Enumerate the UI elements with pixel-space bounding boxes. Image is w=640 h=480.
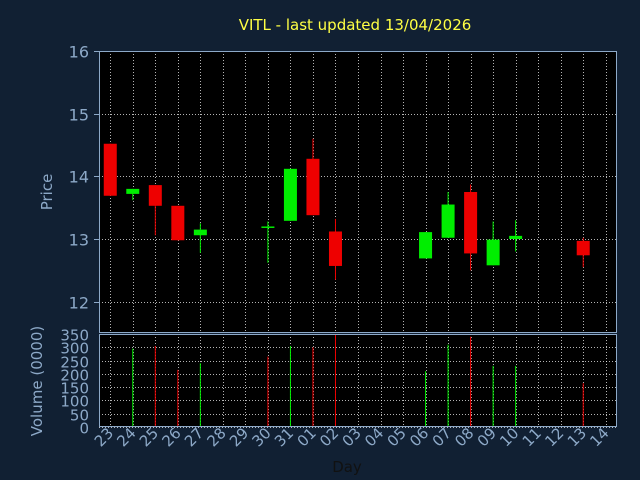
volume-panel: 0501001502002503003502324252627282930310… [60,327,617,450]
volume-axis-label: Volume (0000) [28,326,46,436]
volume-tick-label: 200 [60,367,89,385]
volume-plot-border [99,334,617,427]
candle-body [328,231,342,266]
volume-tick-label: 250 [60,354,89,372]
volume-tick-label: 350 [60,327,89,345]
price-panel: 12 13 14 15 16 [69,43,617,333]
candle-body [126,188,140,194]
volume-tick-label: 150 [60,380,89,398]
candle-body [193,229,207,236]
volume-tick-label: 0 [79,420,89,438]
volume-tick-label: 300 [60,340,89,358]
price-tick-label: 13 [69,231,89,250]
price-tick-label: 12 [69,294,89,313]
candle-body [171,205,185,241]
candle-body [509,235,523,239]
volume-tick-label: 50 [70,407,89,425]
x-axis-label: Day [332,458,362,476]
price-tick-label: 15 [69,106,89,125]
volume-tick-label: 100 [60,393,89,411]
candle-body [283,168,297,221]
price-axis-label: Price [38,174,56,211]
price-plot-border [99,51,617,333]
price-tick-label: 16 [69,43,89,62]
price-tick-label: 14 [69,168,89,187]
candle-body [441,204,455,238]
candle-body [464,192,478,254]
candle-body [486,239,500,266]
candle-body [306,158,320,216]
candle-body [419,232,433,259]
chart-title: VITL - last updated 13/04/2026 [239,16,472,34]
candle-body [261,226,275,228]
x-tick-label: 14 [586,424,612,450]
candle-body [576,240,590,256]
candle-body [103,143,117,196]
candle-body [148,185,162,206]
